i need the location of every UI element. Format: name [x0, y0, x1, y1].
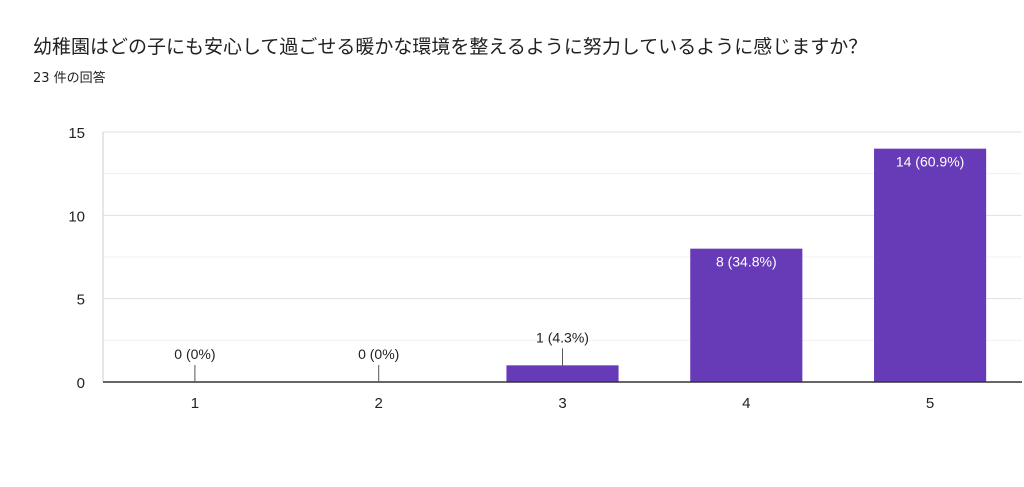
data-label: 1 (4.3%) — [536, 329, 589, 345]
data-label: 0 (0%) — [174, 346, 215, 362]
data-label: 0 (0%) — [358, 346, 399, 362]
y-tick-label: 0 — [77, 375, 85, 392]
data-labels: 0 (0%) 0 (0%) 1 (4.3%) 8 (34.8%) 14 (60.9%) — [174, 154, 964, 382]
y-tick-label: 15 — [68, 125, 85, 142]
x-tick-label: 2 — [375, 395, 383, 412]
axes — [102, 132, 1022, 383]
x-tick-label: 1 — [191, 395, 199, 412]
data-label: 14 (60.9%) — [896, 154, 964, 170]
y-tick-label: 5 — [77, 292, 85, 309]
question-title: 幼稚園はどの子にも安心して過ごせる暖かな環境を整えるように努力しているように感じ… — [33, 36, 868, 58]
y-axis-ticks: 0 5 10 15 — [68, 125, 85, 392]
data-label: 8 (34.8%) — [716, 254, 777, 270]
response-count: 23 件の回答 — [33, 71, 106, 86]
bars — [506, 148, 987, 382]
x-tick-label: 4 — [742, 395, 750, 412]
x-tick-label: 5 — [926, 395, 934, 412]
bar-3[interactable] — [506, 365, 619, 382]
bar-4[interactable] — [690, 248, 803, 382]
x-axis-ticks: 1 2 3 4 5 — [191, 395, 935, 412]
x-tick-label: 3 — [558, 395, 566, 412]
gridlines — [103, 131, 1022, 341]
bar-5[interactable] — [874, 148, 987, 382]
y-tick-label: 10 — [68, 208, 85, 225]
